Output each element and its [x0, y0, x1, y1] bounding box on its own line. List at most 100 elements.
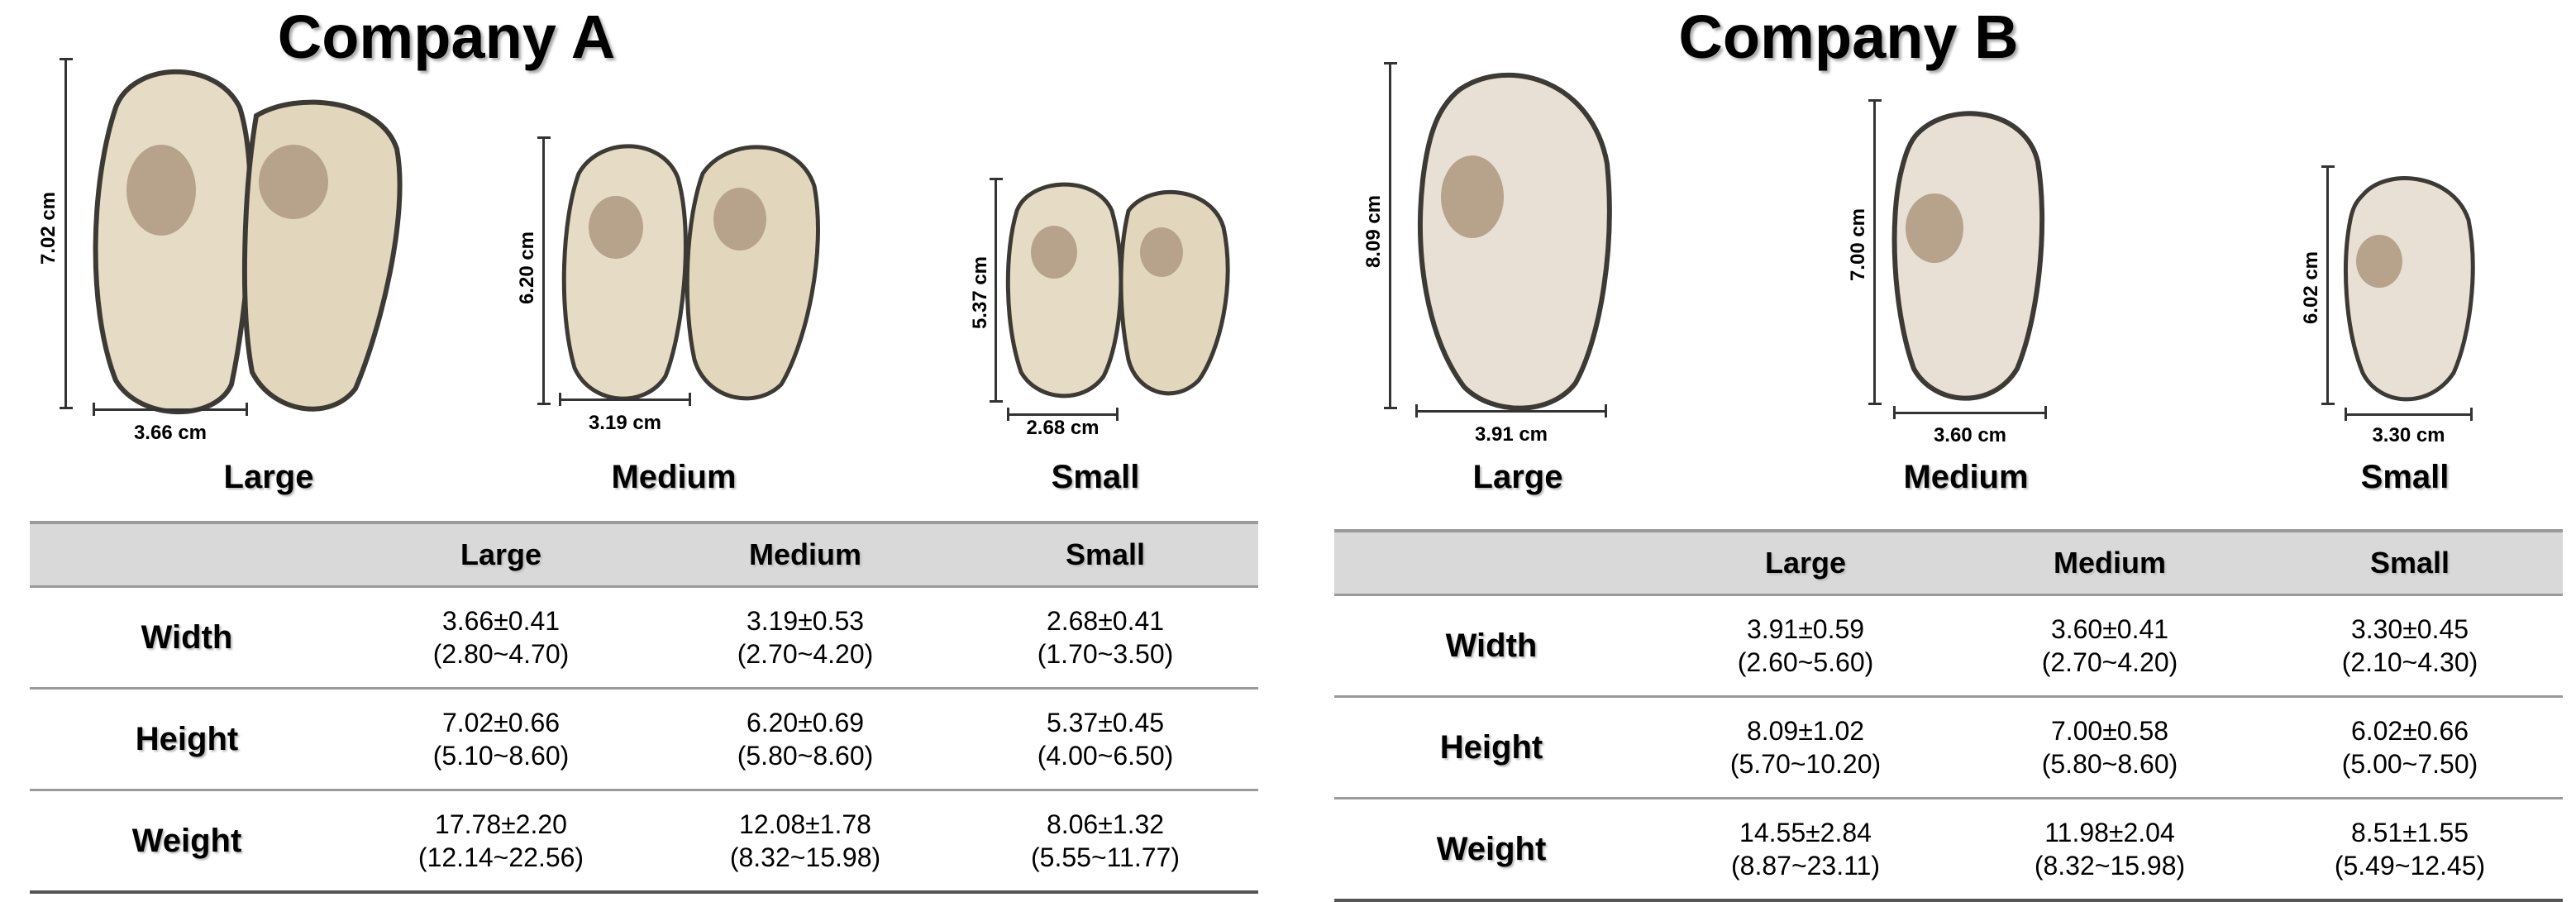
table-cell: 3.60±0.41 (2.70~4.20): [1963, 594, 2257, 698]
table-cell: 6.20±0.69 (5.80~8.60): [658, 688, 952, 791]
oyster-photo: [561, 144, 820, 401]
cell-range: (2.80~4.70): [432, 639, 570, 669]
width-label: 3.66 cm: [133, 422, 208, 444]
oyster-photo: [93, 69, 403, 415]
row-label: Width: [30, 586, 344, 690]
cell-range: (2.70~4.20): [737, 639, 874, 669]
table-cell: 7.00±0.58 (5.80~8.60): [1963, 696, 2257, 799]
width-ruler: [1007, 402, 1119, 421]
cell-range: (8.32~15.98): [2034, 851, 2186, 881]
width-ruler: [1893, 400, 2047, 419]
cell-mean: 3.60±0.41: [2050, 614, 2169, 644]
cell-mean: 7.02±0.66: [441, 708, 561, 737]
height-label: 7.00 cm: [1847, 208, 1870, 282]
height-ruler: [1868, 99, 1887, 405]
company-a-panel: Company A 7.02 cm 3.66 cm Large 6.20 cm …: [30, 2, 1258, 894]
cell-mean: 2.68±0.41: [1046, 606, 1165, 636]
table-cell: 5.37±0.45 (4.00~6.50): [952, 688, 1258, 791]
height-label: 7.02 cm: [37, 191, 60, 265]
table-row: Width 3.66±0.41 (2.80~4.70) 3.19±0.53 (2.7…: [30, 586, 1258, 690]
height-label: 8.09 cm: [1362, 194, 1386, 269]
width-label: 3.30 cm: [2372, 424, 2445, 446]
row-label: Weight: [1334, 798, 1648, 902]
height-label: 6.20 cm: [516, 231, 539, 305]
table-cell: 14.55±2.84 (8.87~23.11): [1648, 798, 1963, 902]
cell-mean: 8.51±1.55: [2350, 818, 2469, 847]
row-label: Width: [1334, 594, 1648, 698]
cell-range: (8.87~23.11): [1731, 851, 1880, 881]
table-cell: 8.06±1.32 (5.55~11.77): [952, 790, 1258, 894]
cell-range: (5.10~8.60): [432, 741, 570, 771]
cell-mean: 3.30±0.45: [2350, 614, 2469, 644]
cell-range: (5.00~7.50): [2341, 749, 2478, 779]
oyster-photo: [1418, 72, 1612, 411]
cell-mean: 12.08±1.78: [739, 809, 871, 839]
cell-range: (2.60~5.60): [1737, 647, 1874, 677]
size-label-medium: Medium: [1903, 459, 2029, 495]
column-header: Small: [952, 521, 1258, 588]
cell-range: (5.55~11.77): [1031, 842, 1180, 872]
cell-mean: 5.37±0.45: [1046, 708, 1165, 737]
company-title: Company B: [1678, 2, 2019, 71]
column-header: [1334, 529, 1648, 596]
width-ruler: [1415, 399, 1607, 418]
column-header: Large: [1648, 529, 1963, 596]
table-cell: 3.30±0.45 (2.10~4.30): [2257, 594, 2563, 698]
cell-range: (2.70~4.20): [2041, 647, 2178, 677]
cell-range: (8.32~15.98): [729, 842, 881, 872]
height-ruler: [990, 178, 1009, 403]
height-ruler: [60, 58, 79, 409]
cell-mean: 7.00±0.58: [2050, 716, 2169, 746]
width-label: 3.19 cm: [588, 412, 662, 434]
measurements-table: Large Medium Small Width 3.66±0.41 (2.80~…: [30, 521, 1258, 894]
table-header-row: Large Medium Small: [30, 521, 1258, 588]
cell-range: (5.49~12.45): [2334, 851, 2486, 881]
cell-mean: 3.66±0.41: [441, 606, 561, 636]
cell-range: (5.80~8.60): [737, 741, 874, 771]
cell-range: (5.70~10.20): [1729, 749, 1882, 779]
table-cell: 3.19±0.53 (2.70~4.20): [658, 586, 952, 690]
table-cell: 7.02±0.66 (5.10~8.60): [344, 688, 658, 791]
cell-mean: 8.09±1.02: [1746, 716, 1865, 746]
table-cell: 12.08±1.78 (8.32~15.98): [658, 790, 952, 894]
cell-range: (1.70~3.50): [1037, 639, 1174, 669]
cell-mean: 3.91±0.59: [1746, 614, 1865, 644]
height-ruler: [2321, 165, 2340, 405]
column-header: Small: [2257, 529, 2563, 596]
table-cell: 8.09±1.02 (5.70~10.20): [1648, 696, 1963, 799]
table-cell: 6.02±0.66 (5.00~7.50): [2257, 696, 2563, 799]
width-ruler: [93, 397, 248, 416]
table-row: Weight 14.55±2.84 (8.87~23.11) 11.98±2.04…: [1334, 798, 2563, 902]
column-header: [30, 521, 344, 588]
height-ruler: [537, 136, 556, 405]
size-label-large: Large: [1472, 459, 1563, 495]
row-label: Height: [1334, 696, 1648, 799]
table-cell: 11.98±2.04 (8.32~15.98): [1963, 798, 2257, 902]
cell-range: (5.80~8.60): [2041, 749, 2178, 779]
cell-mean: 17.78±2.20: [435, 809, 567, 839]
cell-mean: 6.20±0.69: [746, 708, 865, 737]
width-ruler: [559, 387, 691, 406]
oyster-photo: [2344, 176, 2475, 402]
cell-range: (2.10~4.30): [2341, 647, 2478, 677]
table-cell: 8.51±1.55 (5.49~12.45): [2257, 798, 2563, 902]
row-label: Height: [30, 688, 344, 791]
measurements-table: Large Medium Small Width 3.91±0.59 (2.60~…: [1334, 529, 2563, 902]
table-row: Height 7.02±0.66 (5.10~8.60) 6.20±0.69 (5.…: [30, 688, 1258, 791]
cell-mean: 3.19±0.53: [746, 606, 865, 636]
size-label-medium: Medium: [611, 459, 737, 495]
column-header: Medium: [1963, 529, 2257, 596]
company-b-panel: Company B 8.09 cm 3.91 cm Large 7.00 cm …: [1319, 0, 2576, 902]
width-ruler: [2345, 402, 2473, 421]
cell-range: (4.00~6.50): [1037, 741, 1174, 771]
width-label: 2.68 cm: [1026, 417, 1100, 439]
cell-mean: 11.98±2.04: [2044, 818, 2175, 847]
table-cell: 3.66±0.41 (2.80~4.70): [344, 586, 658, 690]
column-header: Large: [344, 521, 658, 588]
size-label-large: Large: [223, 459, 314, 495]
size-label-small: Small: [1051, 459, 1140, 495]
table-row: Weight 17.78±2.20 (12.14~22.56) 12.08±1.7…: [30, 790, 1258, 894]
table-cell: 3.91±0.59 (2.60~5.60): [1648, 594, 1963, 698]
oyster-photo: [1891, 111, 2045, 401]
table-cell: 2.68±0.41 (1.70~3.50): [952, 586, 1258, 690]
